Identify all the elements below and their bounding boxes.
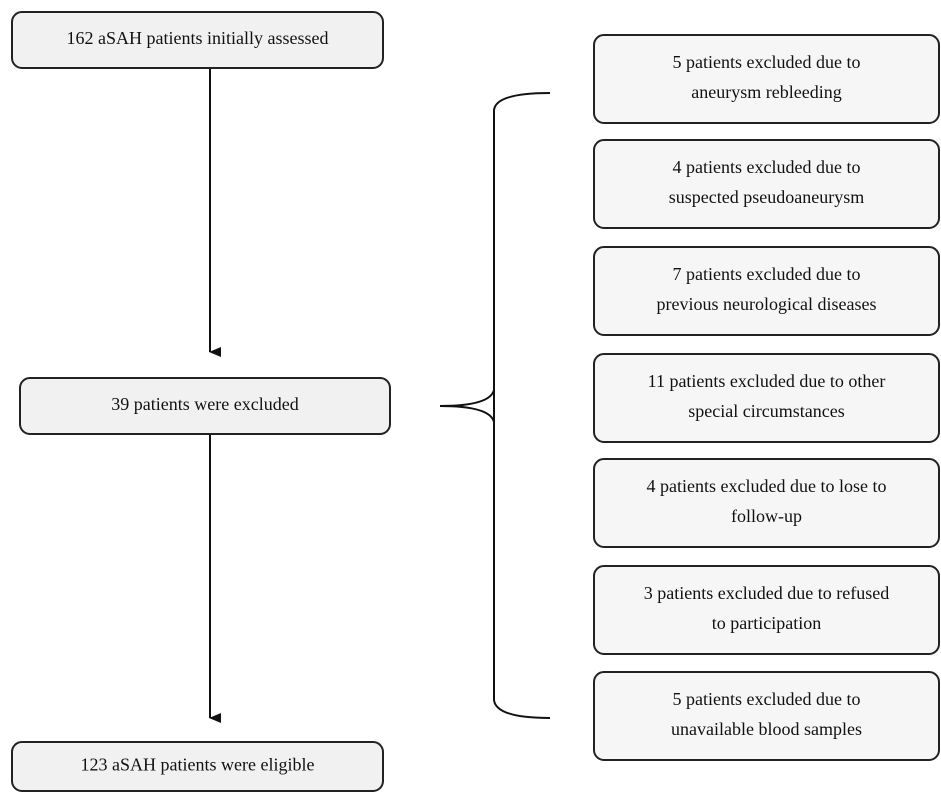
box-text: follow-up — [731, 506, 802, 526]
boxes: 162 aSAH patients initially assessed 39 p… — [11, 11, 940, 792]
box — [593, 671, 940, 761]
brace — [439, 92, 551, 719]
box-text: previous neurological diseases — [657, 294, 877, 314]
box-text: to participation — [712, 613, 821, 633]
box-text: 5 patients excluded due to — [673, 689, 861, 709]
box — [593, 34, 940, 124]
box-text: 4 patients excluded due to — [673, 157, 861, 177]
box-text: aneurysm rebleeding — [691, 82, 841, 102]
box — [11, 741, 384, 792]
box-text: 11 patients excluded due to other — [648, 371, 886, 391]
box-text: 39 patients were excluded — [111, 394, 298, 414]
box-text: 162 aSAH patients initially assessed — [67, 28, 329, 48]
box — [593, 246, 940, 336]
box-text: special circumstances — [688, 401, 844, 421]
box — [11, 11, 384, 69]
box — [593, 139, 940, 229]
box-text: 123 aSAH patients were eligible — [81, 755, 315, 775]
box — [593, 565, 940, 655]
box-text: 4 patients excluded due to lose to — [647, 476, 887, 496]
box — [593, 458, 940, 548]
box — [19, 377, 391, 435]
box-text: 3 patients excluded due to refused — [644, 583, 889, 603]
box-text: suspected pseudoaneurysm — [669, 187, 864, 207]
box-text: 7 patients excluded due to — [673, 264, 861, 284]
box-text: 5 patients excluded due to — [673, 52, 861, 72]
box-text: unavailable blood samples — [671, 719, 862, 739]
box — [593, 353, 940, 443]
